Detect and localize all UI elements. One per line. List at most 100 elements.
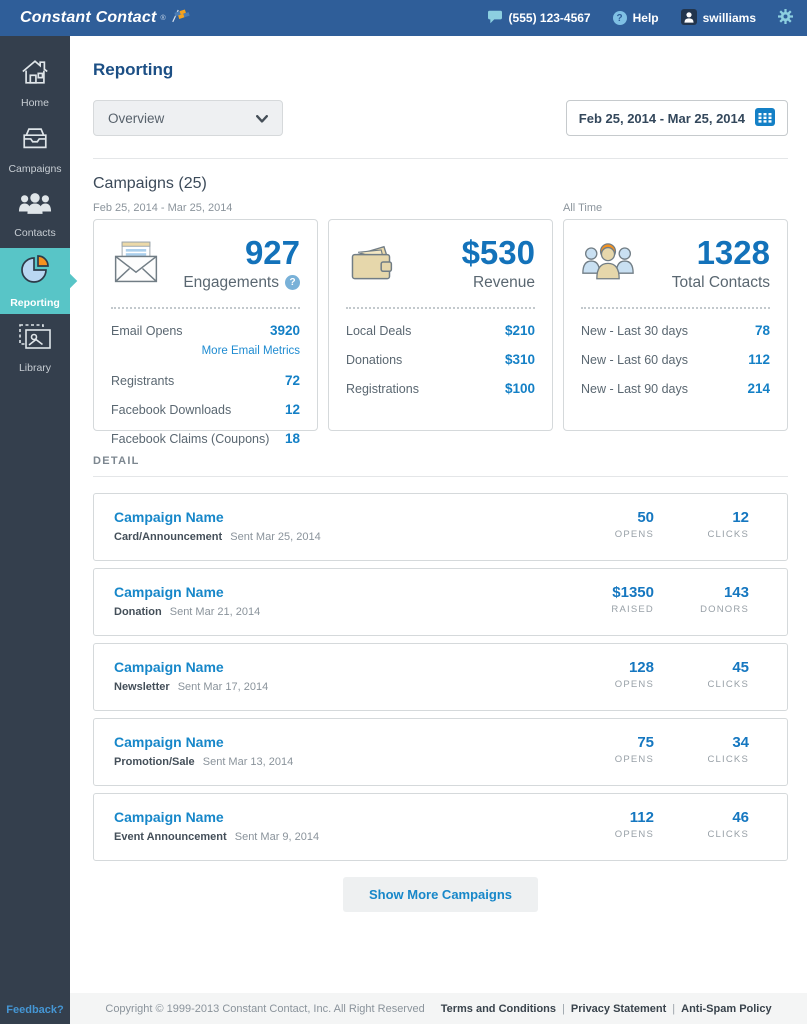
- stat-raised: $1350 RAISED: [611, 584, 654, 615]
- view-selector-value: Overview: [108, 110, 165, 126]
- metric-row: Registrations $100: [346, 380, 535, 396]
- dotted-divider: [346, 306, 535, 309]
- app-logo[interactable]: Constant Contact ®: [20, 8, 192, 28]
- privacy-link[interactable]: Privacy Statement: [570, 1002, 667, 1015]
- settings-button[interactable]: [778, 9, 793, 27]
- logo-flag-icon: [170, 8, 192, 28]
- campaign-sent-date: Sent Mar 21, 2014: [169, 606, 261, 618]
- calendar-icon: [755, 107, 775, 129]
- user-menu[interactable]: swilliams: [680, 8, 756, 28]
- campaign-row[interactable]: Campaign Name Event Announcement Sent Ma…: [93, 793, 788, 861]
- stat-clicks: 34 CLICKS: [707, 734, 749, 765]
- section-divider: [93, 158, 788, 159]
- stat-clicks: 45 CLICKS: [707, 659, 749, 690]
- detail-divider: [93, 476, 788, 477]
- campaign-type: Event Announcement: [114, 831, 227, 843]
- sidebar-item-reporting[interactable]: Reporting: [0, 248, 78, 314]
- campaign-meta: Donation Sent Mar 21, 2014: [114, 606, 260, 618]
- campaign-type: Newsletter: [114, 681, 170, 693]
- summary-card-revenue: $530 Revenue Local Deals $210 Donations …: [328, 219, 553, 431]
- sidebar-item-label: Library: [18, 362, 52, 374]
- revenue-total: $530: [461, 234, 535, 271]
- summary-card-engagements: 927 Engagements ? Email Opens 3920 More …: [93, 219, 318, 446]
- stat-opens: 75 OPENS: [614, 734, 654, 765]
- dotted-divider: [111, 306, 300, 309]
- sidebar-item-library[interactable]: Library: [0, 314, 70, 380]
- campaign-sent-date: Sent Mar 13, 2014: [202, 756, 294, 768]
- contacts-icon: [18, 191, 52, 222]
- campaign-sent-date: Sent Mar 17, 2014: [177, 681, 269, 693]
- sidebar-item-label: Contacts: [14, 227, 56, 239]
- contacts-group-icon: [581, 240, 635, 289]
- sidebar-item-label: Reporting: [10, 297, 60, 309]
- campaign-name-link[interactable]: Campaign Name: [114, 659, 224, 675]
- campaigns-icon: [20, 123, 50, 158]
- stat-opens: 112 OPENS: [614, 809, 654, 840]
- top-header-bar: Constant Contact ® (555) 123-4567: [0, 0, 807, 36]
- metric-row: Facebook Downloads 12: [111, 401, 300, 417]
- metric-row: Facebook Claims (Coupons) 18: [111, 430, 300, 446]
- stat-clicks: 12 CLICKS: [707, 509, 749, 540]
- metric-row: Email Opens 3920: [111, 322, 300, 338]
- copyright-text: Copyright © 1999-2013 Constant Contact, …: [105, 1002, 425, 1015]
- sidebar-item-campaigns[interactable]: Campaigns: [0, 116, 70, 182]
- total-contacts-label: Total Contacts: [671, 273, 770, 291]
- period-label-left: Feb 25, 2014 - Mar 25, 2014: [93, 202, 233, 214]
- registered-mark: ®: [160, 14, 166, 22]
- help-icon: ?: [612, 11, 627, 25]
- campaign-row[interactable]: Campaign Name Card/Announcement Sent Mar…: [93, 493, 788, 561]
- metric-row: Registrants 72: [111, 372, 300, 388]
- campaign-name-link[interactable]: Campaign Name: [114, 509, 224, 525]
- reporting-pie-icon: [18, 253, 52, 292]
- engagements-label: Engagements: [183, 273, 279, 291]
- help-menu[interactable]: ? Help: [612, 11, 659, 25]
- feedback-link[interactable]: Feedback?: [6, 1004, 64, 1016]
- page-title: Reporting: [93, 60, 174, 79]
- dotted-divider: [581, 306, 770, 309]
- show-more-campaigns-button[interactable]: Show More Campaigns: [342, 877, 539, 912]
- footer-separator: |: [672, 1002, 676, 1015]
- home-icon: [20, 57, 50, 92]
- envelope-icon: [111, 240, 161, 289]
- campaign-name-link[interactable]: Campaign Name: [114, 809, 224, 825]
- detail-section-heading: DETAIL: [93, 455, 140, 467]
- more-email-metrics-link[interactable]: More Email Metrics: [201, 344, 300, 357]
- sidebar-item-home[interactable]: Home: [0, 50, 70, 116]
- page-footer: Copyright © 1999-2013 Constant Contact, …: [70, 993, 807, 1024]
- date-range-value: Feb 25, 2014 - Mar 25, 2014: [578, 110, 745, 126]
- campaign-row[interactable]: Campaign Name Donation Sent Mar 21, 2014…: [93, 568, 788, 636]
- period-label-all-time: All Time: [563, 202, 603, 214]
- help-icon[interactable]: ?: [285, 275, 300, 291]
- campaign-type: Promotion/Sale: [114, 756, 195, 768]
- campaign-name-link[interactable]: Campaign Name: [114, 584, 224, 600]
- campaign-row[interactable]: Campaign Name Newsletter Sent Mar 17, 20…: [93, 643, 788, 711]
- metric-row: Local Deals $210: [346, 322, 535, 338]
- help-label: Help: [632, 11, 659, 25]
- campaign-sent-date: Sent Mar 25, 2014: [230, 531, 321, 543]
- total-contacts-total: 1328: [696, 234, 770, 271]
- stat-opens: 128 OPENS: [614, 659, 654, 690]
- engagements-total: 927: [244, 234, 300, 271]
- campaign-type: Donation: [114, 606, 162, 618]
- anti-spam-link[interactable]: Anti-Spam Policy: [681, 1002, 772, 1015]
- main-content: Reporting Overview Feb 25, 2014 - Mar 25…: [70, 36, 807, 993]
- wallet-icon: [346, 240, 396, 289]
- support-phone[interactable]: (555) 123-4567: [487, 10, 591, 27]
- terms-link[interactable]: Terms and Conditions: [440, 1002, 557, 1015]
- revenue-label: Revenue: [472, 273, 535, 291]
- speech-bubble-icon: [487, 10, 503, 27]
- username: swilliams: [702, 11, 756, 25]
- campaign-meta: Promotion/Sale Sent Mar 13, 2014: [114, 756, 293, 768]
- sidebar-item-contacts[interactable]: Contacts: [0, 182, 70, 248]
- view-selector-dropdown[interactable]: Overview: [93, 100, 283, 136]
- app-logo-text: Constant Contact: [20, 9, 157, 26]
- metric-row: New - Last 90 days 214: [581, 380, 770, 396]
- campaign-row[interactable]: Campaign Name Promotion/Sale Sent Mar 13…: [93, 718, 788, 786]
- campaign-name-link[interactable]: Campaign Name: [114, 734, 224, 750]
- stat-donors: 143 DONORS: [700, 584, 749, 615]
- footer-separator: |: [562, 1002, 565, 1015]
- date-range-picker[interactable]: Feb 25, 2014 - Mar 25, 2014: [565, 100, 788, 136]
- sidebar-item-label: Campaigns: [8, 163, 62, 175]
- campaign-meta: Event Announcement Sent Mar 9, 2014: [114, 831, 319, 843]
- library-icon: [18, 320, 52, 357]
